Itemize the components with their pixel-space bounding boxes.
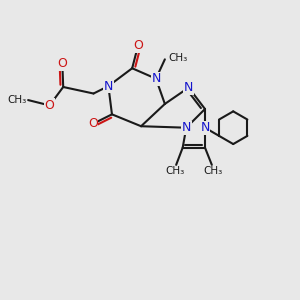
- Text: CH₃: CH₃: [8, 95, 27, 105]
- Text: N: N: [182, 121, 191, 134]
- Text: O: O: [133, 39, 143, 52]
- Text: N: N: [151, 72, 160, 85]
- Text: O: O: [45, 99, 55, 112]
- Text: CH₃: CH₃: [165, 166, 184, 176]
- Text: N: N: [200, 121, 210, 134]
- Text: CH₃: CH₃: [204, 166, 223, 176]
- Text: O: O: [88, 117, 98, 130]
- Text: N: N: [184, 81, 193, 94]
- Text: O: O: [57, 57, 67, 70]
- Text: N: N: [104, 80, 113, 93]
- Text: CH₃: CH₃: [168, 53, 188, 63]
